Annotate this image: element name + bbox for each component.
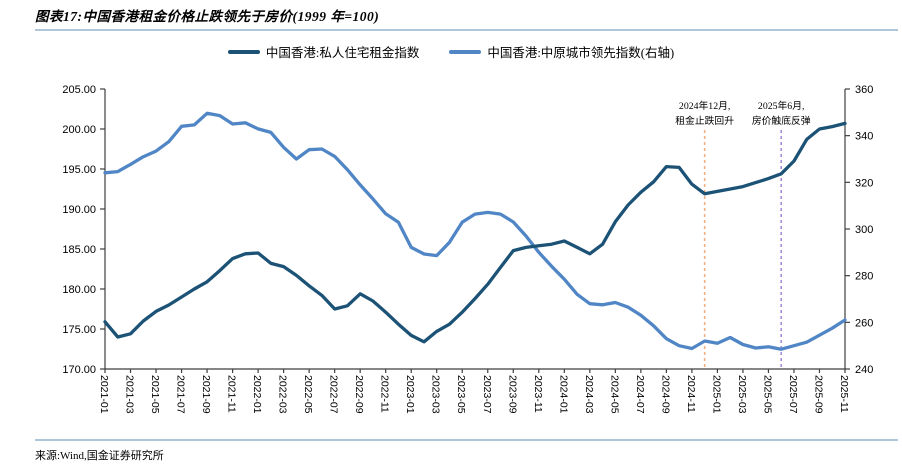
y-axis-right-tick-label: 240 [855, 364, 873, 376]
x-axis-tick-label: 2021-01 [98, 375, 110, 414]
x-axis-tick-label: 2023-07 [481, 375, 493, 414]
x-axis-tick-label: 2023-09 [506, 375, 518, 414]
x-axis-tick-label: 2023-11 [532, 375, 544, 413]
series-line-rent-index [103, 121, 847, 344]
x-axis-tick-label: 2022-09 [353, 375, 365, 414]
source-note: 来源:Wind,国金证券研究所 [35, 450, 164, 462]
y-axis-left-tick-label: 170.00 [62, 364, 96, 376]
x-axis-tick-label: 2024-07 [634, 375, 646, 414]
rent-line-swatch [227, 49, 260, 54]
annotation-text: 房价触底反弹 [752, 114, 811, 127]
x-axis-tick-label: 2023-01 [404, 375, 416, 414]
x-axis-tick-label: 2022-11 [379, 375, 391, 413]
y-axis-right-tick-label: 320 [855, 177, 873, 189]
footer-divider [35, 439, 898, 441]
x-axis-tick-label: 2024-09 [659, 375, 671, 414]
y-axis-right-tick-label: 360 [855, 84, 873, 96]
annotation-text: 2024年12月, [679, 99, 730, 112]
y-axis-right-tick-label: 260 [855, 317, 873, 329]
y-axis-right-tick-label: 300 [855, 224, 873, 236]
annotation-text: 租金止跌回升 [675, 114, 734, 127]
x-axis-tick-label: 2021-07 [175, 375, 187, 414]
x-axis-tick-label: 2023-05 [455, 375, 467, 414]
y-axis-left-tick-label: 205.00 [62, 84, 96, 96]
x-axis-tick-label: 2025-11 [838, 375, 850, 413]
x-axis-tick-label: 2024-05 [608, 375, 620, 414]
y-axis-left-tick-label: 200.00 [62, 124, 96, 136]
x-axis-tick-label: 2025-01 [710, 375, 722, 414]
legend-label-leading-index: 中国香港:中原城市领先指数(右轴) [487, 46, 675, 60]
legend-item-leading-index: 中国香港:中原城市领先指数(右轴) [449, 42, 674, 61]
annotation-text: 2025年6月, [758, 99, 805, 112]
chart-legend: 中国香港:私人住宅租金指数 中国香港:中原城市领先指数(右轴) [0, 42, 902, 61]
x-axis-tick-label: 2025-03 [736, 375, 748, 414]
leading-index-line-swatch [449, 49, 482, 54]
x-axis-tick-label: 2024-01 [557, 375, 569, 414]
x-axis-tick-label: 2022-07 [328, 375, 340, 414]
title-divider [35, 29, 898, 31]
x-axis-tick-label: 2022-03 [277, 375, 289, 414]
x-axis-tick-label: 2021-05 [149, 375, 161, 414]
x-axis-tick-label: 2025-07 [787, 375, 799, 414]
x-axis-tick-label: 2021-09 [200, 375, 212, 414]
x-axis-tick-label: 2025-05 [761, 375, 773, 414]
x-axis-tick-label: 2021-03 [124, 375, 136, 414]
x-axis-tick-label: 2022-05 [302, 375, 314, 414]
x-axis-tick-label: 2021-11 [226, 375, 238, 413]
x-axis-tick-label: 2022-01 [251, 375, 263, 414]
legend-label-rent-index: 中国香港:私人住宅租金指数 [265, 46, 420, 60]
y-axis-left-tick-label: 185.00 [62, 244, 96, 256]
y-axis-left-tick-label: 195.00 [62, 164, 96, 176]
y-axis-right-tick-label: 280 [855, 271, 873, 283]
y-axis-right-tick-label: 340 [855, 131, 873, 143]
x-axis-tick-label: 2024-03 [583, 375, 595, 414]
x-axis-tick-label: 2025-09 [812, 375, 824, 414]
y-axis-left-tick-label: 180.00 [62, 284, 96, 296]
figure-title: 图表17:中国香港租金价格止跌领先于房价(1999 年=100) [35, 9, 380, 24]
x-axis-tick-label: 2023-03 [430, 375, 442, 414]
y-axis-left-tick-label: 175.00 [62, 324, 96, 336]
y-axis-left-tick-label: 190.00 [62, 204, 96, 216]
series-line-leading-index [103, 111, 847, 351]
x-axis-tick-label: 2024-11 [685, 375, 697, 413]
legend-item-rent-index: 中国香港:私人住宅租金指数 [227, 42, 420, 61]
